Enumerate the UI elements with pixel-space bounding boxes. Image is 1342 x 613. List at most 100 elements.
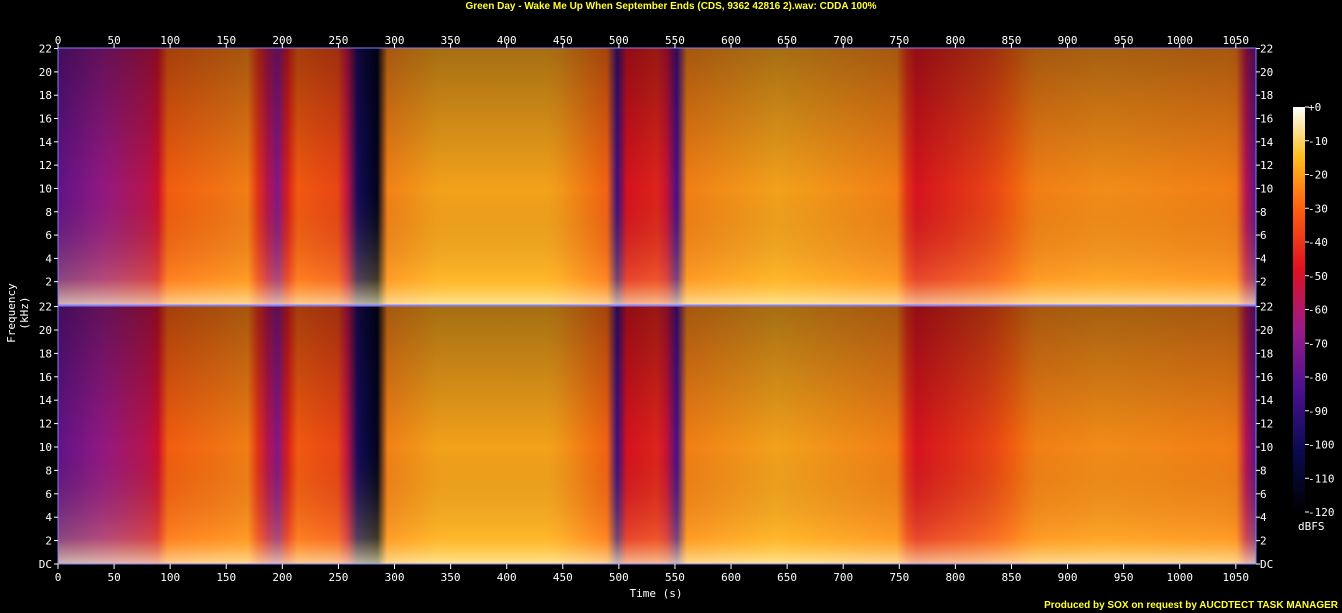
y-tick-label-right: 14 — [1260, 136, 1274, 149]
spectrogram-shading-left — [58, 48, 1256, 305]
x-tick-label-top: 200 — [272, 34, 292, 47]
colorbar-tick-label: -90 — [1308, 405, 1328, 418]
y-tick-label-right: 12 — [1260, 418, 1273, 431]
x-tick-label-top: 950 — [1114, 34, 1134, 47]
y-tick-label-left: 22 — [39, 301, 52, 314]
x-tick-label-bottom: 1000 — [1166, 571, 1193, 584]
y-tick-label-left: 14 — [39, 136, 53, 149]
y-tick-label-right: 12 — [1260, 159, 1273, 172]
x-tick-label-top: 600 — [721, 34, 741, 47]
y-tick-label-left: 6 — [45, 488, 52, 501]
x-axis-label: Time (s) — [629, 587, 683, 600]
y-tick-label-right: 18 — [1260, 347, 1273, 360]
x-tick-label-bottom: 850 — [1002, 571, 1022, 584]
x-tick-label-top: 300 — [385, 34, 405, 47]
colorbar-tick-label: -100 — [1308, 439, 1335, 452]
y-tick-label-right: 4 — [1260, 511, 1267, 524]
y-tick-label-left: 10 — [39, 441, 52, 454]
y-tick-label-left: 22 — [39, 43, 52, 56]
y-tick-label-right: 20 — [1260, 66, 1273, 79]
y-tick-label-left: 18 — [39, 347, 52, 360]
panel-frame-left — [57, 47, 1257, 306]
y-tick-label-left: 10 — [39, 182, 52, 195]
colorbar-tick-label: -60 — [1308, 304, 1328, 317]
x-tick-label-top: 0 — [55, 34, 62, 47]
y-tick-label-right: 2 — [1260, 535, 1267, 548]
colorbar-tick-label: -20 — [1308, 169, 1328, 182]
colorbar-tick-label: -30 — [1308, 202, 1328, 215]
y-tick-label-left: 12 — [39, 159, 52, 172]
x-tick-label-bottom: 300 — [385, 571, 405, 584]
x-tick-label-top: 500 — [609, 34, 629, 47]
y-tick-label-right: 6 — [1260, 488, 1267, 501]
x-tick-label-bottom: 600 — [721, 571, 741, 584]
y-tick-label-left: 18 — [39, 89, 52, 102]
x-tick-label-bottom: 950 — [1114, 571, 1134, 584]
y-tick-label-left: 8 — [45, 206, 52, 219]
colorbar-unit: dBFS — [1298, 520, 1325, 533]
x-tick-label-bottom: 650 — [777, 571, 797, 584]
x-tick-label-top: 850 — [1002, 34, 1022, 47]
y-tick-label-left: DC — [39, 558, 52, 571]
x-tick-label-top: 100 — [160, 34, 180, 47]
colorbar-tick-label: -80 — [1308, 371, 1328, 384]
y-tick-label-left: 20 — [39, 324, 52, 337]
x-tick-label-bottom: 200 — [272, 571, 292, 584]
x-tick-label-bottom: 450 — [553, 571, 573, 584]
x-tick-label-bottom: 500 — [609, 571, 629, 584]
colorbar-tick-label: -40 — [1308, 236, 1328, 249]
spectrogram-shading-right — [58, 306, 1256, 564]
x-tick-label-bottom: 50 — [107, 571, 120, 584]
x-tick-label-bottom: 250 — [328, 571, 348, 584]
colorbar-tick-label: -10 — [1308, 135, 1328, 148]
y-tick-label-left: 14 — [39, 394, 53, 407]
x-tick-label-top: 1000 — [1166, 34, 1193, 47]
y-tick-label-left: 4 — [45, 511, 52, 524]
y-tick-label-right: 18 — [1260, 89, 1273, 102]
x-tick-label-top: 150 — [216, 34, 236, 47]
y-tick-label-right: 16 — [1260, 113, 1273, 126]
colorbar-tick-label: -120 — [1308, 506, 1335, 519]
colorbar-tick-label: -50 — [1308, 270, 1328, 283]
y-tick-label-left: 12 — [39, 418, 52, 431]
y-tick-label-right: 8 — [1260, 206, 1267, 219]
y-axis-label: Frequency (kHz) — [5, 283, 31, 343]
footer-credit: Produced by SOX on request by AUCDTECT T… — [1044, 600, 1338, 611]
x-tick-label-top: 1050 — [1223, 34, 1250, 47]
x-tick-label-bottom: 350 — [441, 571, 461, 584]
x-tick-label-bottom: 1050 — [1223, 571, 1250, 584]
x-tick-label-bottom: 550 — [665, 571, 685, 584]
x-tick-label-top: 450 — [553, 34, 573, 47]
chart-title: Green Day - Wake Me Up When September En… — [465, 1, 877, 12]
colorbar-tick-label: -110 — [1308, 472, 1335, 485]
x-tick-label-top: 50 — [107, 34, 120, 47]
x-tick-label-top: 900 — [1058, 34, 1078, 47]
y-tick-label-right: 10 — [1260, 441, 1273, 454]
y-tick-label-left: 6 — [45, 229, 52, 242]
y-tick-label-right: 22 — [1260, 43, 1273, 56]
x-tick-label-bottom: 700 — [833, 571, 853, 584]
x-tick-label-bottom: 750 — [889, 571, 909, 584]
y-tick-label-right: 20 — [1260, 324, 1273, 337]
y-tick-label-right: 16 — [1260, 371, 1273, 384]
y-tick-label-right: 10 — [1260, 182, 1273, 195]
y-tick-label-left: 4 — [45, 252, 52, 265]
y-tick-label-right: 8 — [1260, 464, 1267, 477]
y-tick-label-right: DC — [1260, 558, 1273, 571]
x-tick-label-bottom: 400 — [497, 571, 517, 584]
x-tick-label-bottom: 900 — [1058, 571, 1078, 584]
y-tick-label-left: 16 — [39, 371, 52, 384]
y-tick-label-left: 16 — [39, 113, 52, 126]
y-tick-label-right: 4 — [1260, 252, 1267, 265]
x-tick-label-bottom: 800 — [945, 571, 965, 584]
y-tick-label-left: 2 — [45, 276, 52, 289]
y-tick-label-right: 22 — [1260, 301, 1273, 314]
colorbar-tick-label: -70 — [1308, 337, 1328, 350]
colorbar-tick-label: +0 — [1308, 101, 1321, 114]
x-tick-label-top: 400 — [497, 34, 517, 47]
y-tick-label-right: 6 — [1260, 229, 1267, 242]
y-tick-label-right: 14 — [1260, 394, 1274, 407]
y-tick-label-left: 8 — [45, 464, 52, 477]
x-tick-label-top: 800 — [945, 34, 965, 47]
